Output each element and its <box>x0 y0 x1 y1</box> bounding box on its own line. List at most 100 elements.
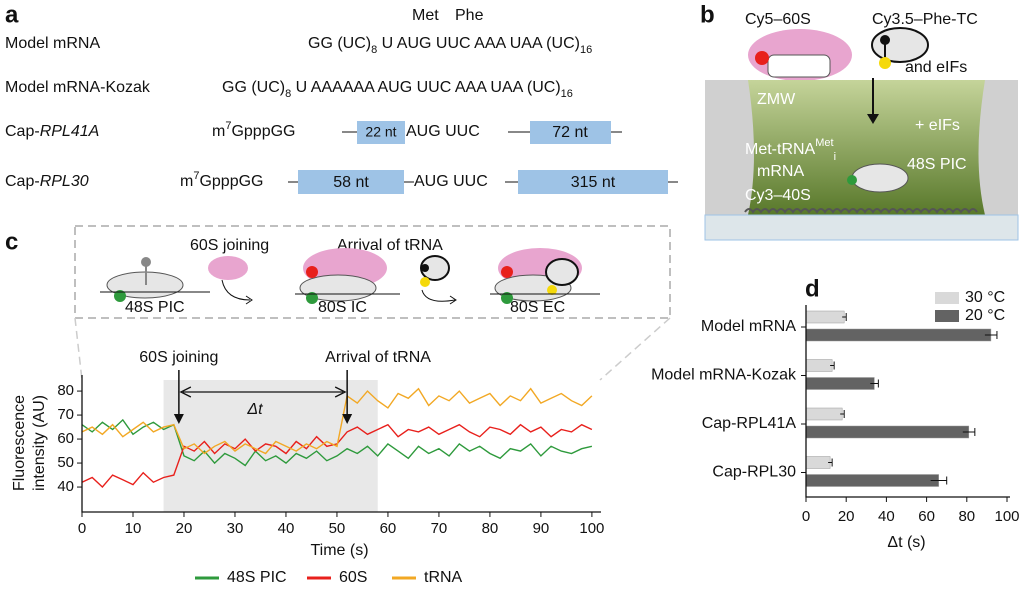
x-tick-label: 50 <box>329 520 346 537</box>
y-tick-label: 60 <box>57 430 74 447</box>
label: Cy5–60S <box>745 11 811 28</box>
label: Cy3.5–Phe-TC <box>872 11 978 28</box>
state-label: 80S EC <box>510 299 565 316</box>
codons: AUG UUC <box>406 123 480 140</box>
utr-label: 22 nt <box>365 124 396 140</box>
tc-icon <box>871 27 929 63</box>
codons: AUG UUC <box>414 173 488 190</box>
x-axis-label: Δt (s) <box>887 534 925 551</box>
error-bar <box>842 313 847 321</box>
legend-label: 48S PIC <box>227 569 287 586</box>
subunit-icon <box>767 54 831 78</box>
label: 48S PIC <box>907 156 967 173</box>
panel-label: c <box>5 228 18 255</box>
interval-label: Δt <box>246 401 263 418</box>
row-name: Model mRNA-Kozak <box>5 79 151 96</box>
bar <box>805 407 843 421</box>
bar <box>805 359 833 372</box>
panel-label: a <box>5 1 19 28</box>
x-tick-label: 20 <box>838 508 855 525</box>
utr-box <box>298 170 404 194</box>
legend-label: 20 °C <box>965 307 1005 324</box>
scheme-icons <box>100 248 600 305</box>
panel-label: b <box>700 1 715 28</box>
x-tick-label: 0 <box>802 508 810 525</box>
step-label: 60S joining <box>190 237 269 254</box>
y-tick-label: 80 <box>57 382 74 399</box>
error-bar <box>828 458 833 467</box>
label: Met-tRNAMeti <box>745 137 836 163</box>
cap: m7GpppGG <box>180 170 263 190</box>
step-label: Arrival of tRNA <box>337 237 443 254</box>
event-arrowhead <box>173 414 184 424</box>
utr-box <box>518 170 668 194</box>
dye-icon <box>879 57 891 69</box>
x-tick-label: 20 <box>176 520 193 537</box>
scheme-box <box>74 225 671 319</box>
x-tick-label: 60 <box>918 508 935 525</box>
panel-label: d <box>805 275 820 302</box>
bar <box>805 377 875 390</box>
utr-box <box>357 121 405 144</box>
bar <box>805 425 970 439</box>
error-bar <box>962 428 976 436</box>
x-tick-label: 60 <box>380 520 397 537</box>
peg <box>744 208 978 214</box>
label: and eIFs <box>905 59 967 76</box>
y-tick-label: 70 <box>57 406 74 423</box>
label: Cy3–40S <box>745 187 811 204</box>
x-tick-label: 100 <box>994 508 1019 525</box>
row-name: Model mRNA <box>5 35 100 52</box>
x-tick-label: 0 <box>78 520 86 537</box>
legend-swatch <box>935 292 959 304</box>
utr-label: 58 nt <box>333 174 369 191</box>
sequence: GG (UC)8 U AUG UUC AAA UAA (UC)16 <box>308 35 592 56</box>
error-bar <box>840 410 845 418</box>
cap: m7GpppGG <box>212 120 295 140</box>
dye-icon <box>847 175 857 185</box>
legend-label: 60S <box>339 569 367 586</box>
x-tick-label: 30 <box>227 520 244 537</box>
bar <box>805 474 939 487</box>
legend-label: tRNA <box>424 569 463 586</box>
pic-icon <box>851 163 909 193</box>
x-tick-label: 90 <box>533 520 550 537</box>
state-label: 48S PIC <box>125 299 185 316</box>
x-tick-label: 10 <box>125 520 142 537</box>
arrow <box>867 114 879 124</box>
codon-label: Phe <box>455 7 484 24</box>
codon-label: Met <box>412 7 439 24</box>
x-tick-label: 100 <box>579 520 604 537</box>
state-label: 80S IC <box>318 299 367 316</box>
x-tick-label: 70 <box>431 520 448 537</box>
legend-swatch <box>935 310 959 322</box>
y-axis-label: intensity (AU) <box>31 395 48 491</box>
error-bar <box>830 361 835 370</box>
utr-box <box>530 121 611 144</box>
zmw-well <box>748 80 985 215</box>
error-bar <box>870 379 879 388</box>
bar <box>805 328 992 342</box>
x-axis-label: Time (s) <box>310 542 368 559</box>
event-label: 60S joining <box>139 349 218 366</box>
label: mRNA <box>757 163 804 180</box>
surface <box>704 214 1019 241</box>
utr-label: 72 nt <box>552 124 588 141</box>
legend-label: 30 °C <box>965 289 1005 306</box>
sequence: GG (UC)8 U AAAAAA AUG UUC AAA UAA (UC)16 <box>222 79 573 100</box>
error-bar <box>930 476 948 485</box>
category-label: Model mRNA <box>701 318 796 335</box>
category-label: Cap-RPL30 <box>712 464 796 481</box>
event-label: Arrival of tRNA <box>325 349 431 366</box>
label: ZMW <box>757 91 796 108</box>
trace <box>81 418 593 467</box>
x-tick-label: 80 <box>482 520 499 537</box>
label: + eIFs <box>915 117 960 134</box>
zoom-line <box>74 317 671 381</box>
x-tick-label: 40 <box>278 520 295 537</box>
row-name: Cap-RPL41A <box>5 123 99 140</box>
utr-label: 315 nt <box>571 174 616 191</box>
row-name: Cap-RPL30 <box>5 173 89 190</box>
x-tick-label: 80 <box>958 508 975 525</box>
